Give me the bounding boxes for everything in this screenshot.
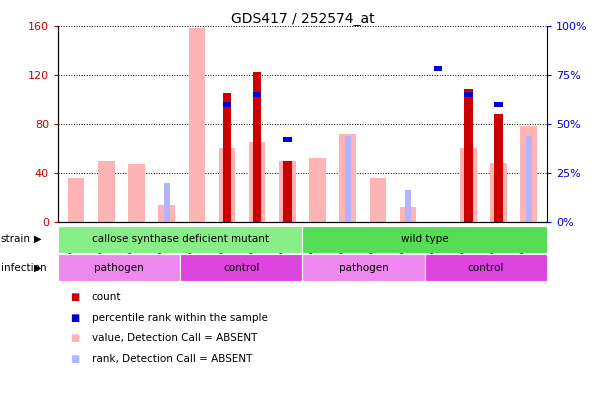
Text: strain: strain <box>1 234 31 244</box>
Text: GDS417 / 252574_at: GDS417 / 252574_at <box>230 12 375 26</box>
Bar <box>223 102 231 107</box>
Text: GSM6582: GSM6582 <box>218 224 227 267</box>
Text: GSM6544: GSM6544 <box>459 224 469 267</box>
Text: GSM6581: GSM6581 <box>188 224 197 267</box>
Bar <box>253 92 262 97</box>
Bar <box>494 114 503 222</box>
Text: ▶: ▶ <box>34 263 42 273</box>
Bar <box>223 93 231 222</box>
Bar <box>283 137 291 142</box>
Bar <box>219 148 235 222</box>
Text: GSM6227: GSM6227 <box>429 224 438 267</box>
Text: percentile rank within the sample: percentile rank within the sample <box>92 312 268 323</box>
Text: GSM6577: GSM6577 <box>67 224 76 267</box>
Text: ■: ■ <box>70 333 79 343</box>
Text: callose synthase deficient mutant: callose synthase deficient mutant <box>92 234 269 244</box>
Text: wild type: wild type <box>401 234 448 244</box>
Bar <box>339 133 356 222</box>
Bar <box>128 164 145 222</box>
Bar <box>400 207 416 222</box>
Bar <box>370 178 386 222</box>
Bar <box>58 254 180 281</box>
Text: control: control <box>467 263 504 273</box>
Bar <box>253 72 262 222</box>
Bar <box>249 142 266 222</box>
Bar <box>496 135 502 222</box>
Text: value, Detection Call = ABSENT: value, Detection Call = ABSENT <box>92 333 257 343</box>
Text: GSM6584: GSM6584 <box>279 224 287 267</box>
Bar <box>525 135 532 222</box>
Bar <box>68 178 84 222</box>
Bar <box>309 158 326 222</box>
Text: GSM6574: GSM6574 <box>338 224 348 267</box>
Text: ■: ■ <box>70 292 79 302</box>
Text: GSM6573: GSM6573 <box>309 224 318 267</box>
Bar <box>464 92 473 97</box>
Text: count: count <box>92 292 121 302</box>
Bar <box>521 126 537 222</box>
Bar <box>345 135 351 222</box>
Bar <box>425 254 547 281</box>
Text: ▶: ▶ <box>34 234 42 244</box>
Bar <box>464 89 473 222</box>
Text: GSM6580: GSM6580 <box>158 224 167 267</box>
Bar <box>279 160 296 222</box>
Bar <box>302 254 425 281</box>
Text: GSM6571: GSM6571 <box>489 224 499 267</box>
Bar <box>283 160 291 222</box>
Text: infection: infection <box>1 263 46 273</box>
Bar <box>490 163 507 222</box>
Bar <box>302 226 547 253</box>
Text: GSM6579: GSM6579 <box>128 224 136 267</box>
Text: ■: ■ <box>70 354 79 364</box>
Bar <box>164 183 170 222</box>
Text: GSM6578: GSM6578 <box>97 224 106 267</box>
Bar <box>98 160 115 222</box>
Text: GSM6572: GSM6572 <box>520 224 529 267</box>
Bar <box>494 102 503 107</box>
Text: pathogen: pathogen <box>94 263 144 273</box>
Bar <box>58 226 302 253</box>
Bar <box>405 190 411 222</box>
Text: GSM6583: GSM6583 <box>248 224 257 267</box>
Text: GSM6575: GSM6575 <box>369 224 378 267</box>
Text: ■: ■ <box>70 312 79 323</box>
Bar <box>460 148 477 222</box>
Bar <box>189 28 205 222</box>
Text: rank, Detection Call = ABSENT: rank, Detection Call = ABSENT <box>92 354 252 364</box>
Text: pathogen: pathogen <box>338 263 389 273</box>
Bar <box>158 205 175 222</box>
Bar <box>180 254 302 281</box>
Text: control: control <box>223 263 260 273</box>
Bar <box>434 67 442 71</box>
Text: GSM6576: GSM6576 <box>399 224 408 267</box>
